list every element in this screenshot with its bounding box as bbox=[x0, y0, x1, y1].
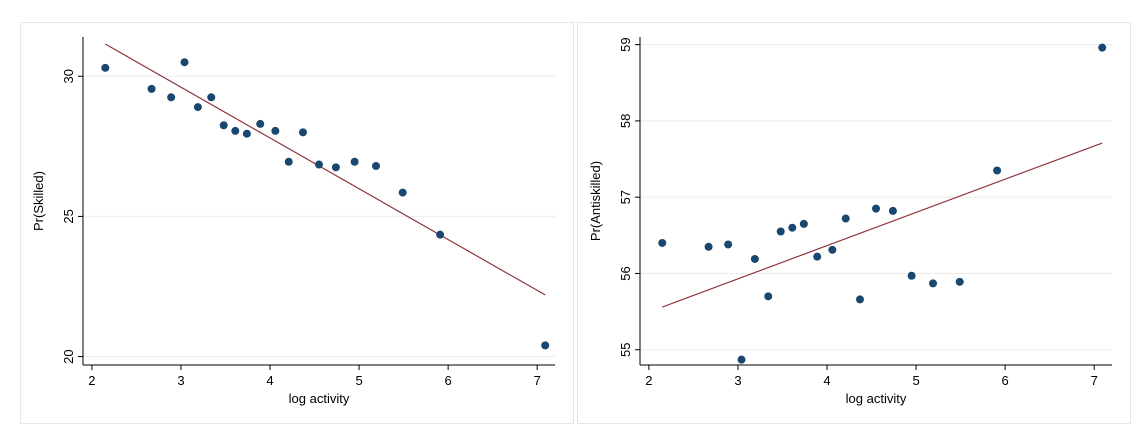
chart-0-point-15 bbox=[350, 157, 359, 166]
chart-1-x-tick-label-4: 6 bbox=[1002, 373, 1009, 388]
chart-0-point-6 bbox=[219, 121, 228, 130]
chart-0-point-12 bbox=[298, 128, 307, 137]
chart-1-point-16 bbox=[928, 279, 937, 288]
chart-0-point-7 bbox=[231, 126, 240, 135]
chart-0-x-tick-label-5: 7 bbox=[534, 373, 541, 388]
chart-0-point-9 bbox=[256, 119, 265, 128]
chart-1-y-tick-label-4: 59 bbox=[618, 37, 633, 51]
chart-1-point-4 bbox=[750, 254, 759, 263]
chart-1-y-tick-label-2: 57 bbox=[618, 190, 633, 204]
chart-0-y-tick-label-1: 25 bbox=[61, 209, 76, 223]
chart-0-fit-line bbox=[104, 43, 546, 296]
chart-1-point-2 bbox=[724, 240, 733, 249]
chart-1-point-11 bbox=[841, 214, 850, 223]
chart-0-y-axis-title: Pr(Skilled) bbox=[31, 171, 46, 231]
chart-1-point-10 bbox=[828, 245, 837, 254]
chart-0-x-tick-label-4: 6 bbox=[445, 373, 452, 388]
chart-1-point-3 bbox=[737, 355, 746, 364]
chart-0-point-3 bbox=[180, 58, 189, 67]
chart-0-point-10 bbox=[271, 126, 280, 135]
chart-1-x-tick-label-1: 3 bbox=[734, 373, 741, 388]
chart-0-point-1 bbox=[147, 84, 156, 93]
chart-1-x-tick-label-0: 2 bbox=[645, 373, 652, 388]
chart-0-x-tick-label-2: 4 bbox=[266, 373, 273, 388]
chart-0-point-8 bbox=[242, 129, 251, 138]
chart-1-point-18 bbox=[993, 166, 1002, 175]
chart-1-point-8 bbox=[799, 219, 808, 228]
chart-1-fit-line bbox=[662, 142, 1103, 308]
chart-1-x-axis-title: log activity bbox=[846, 391, 907, 406]
chart-panel-antiskilled: 2 3 4 5 6 7 55 56 57 58 59 log activity Pr(Antiskill… bbox=[577, 22, 1131, 424]
chart-0-point-11 bbox=[284, 157, 293, 166]
chart-1-x-tick-label-5: 7 bbox=[1091, 373, 1098, 388]
chart-0-x-axis-title: log activity bbox=[289, 391, 350, 406]
chart-0-point-4 bbox=[193, 103, 202, 112]
chart-1-x-tick-label-3: 5 bbox=[912, 373, 919, 388]
chart-0-point-14 bbox=[331, 163, 340, 172]
chart-0-point-17 bbox=[398, 188, 407, 197]
chart-1-point-17 bbox=[955, 277, 964, 286]
chart-1-point-0 bbox=[658, 238, 667, 247]
chart-0-point-0 bbox=[101, 63, 110, 72]
chart-0-x-tick-label-3: 5 bbox=[355, 373, 362, 388]
chart-0-point-19 bbox=[541, 341, 550, 350]
chart-0-y-tick-label-2: 30 bbox=[61, 69, 76, 83]
chart-1-point-7 bbox=[788, 223, 797, 232]
scatter-plot-skilled: 2 3 4 5 6 7 20 25 30 log activity Pr(Skilled) bbox=[31, 37, 555, 406]
chart-1-y-axis-title: Pr(Antiskilled) bbox=[588, 161, 603, 241]
chart-1-y-tick-label-0: 55 bbox=[618, 343, 633, 357]
chart-panel-skilled: 2 3 4 5 6 7 20 25 30 log activity Pr(Skilled) bbox=[20, 22, 574, 424]
chart-1-point-6 bbox=[776, 227, 785, 236]
chart-0-point-5 bbox=[207, 93, 216, 102]
chart-1-point-13 bbox=[872, 204, 880, 213]
chart-0-point-13 bbox=[315, 160, 323, 169]
chart-0-point-18 bbox=[436, 230, 445, 239]
chart-1-point-19 bbox=[1098, 43, 1107, 52]
chart-1-point-14 bbox=[888, 206, 897, 215]
chart-0-point-16 bbox=[371, 161, 380, 170]
chart-1-point-15 bbox=[907, 271, 916, 280]
chart-1-point-1 bbox=[704, 242, 713, 251]
chart-1-point-12 bbox=[855, 295, 864, 304]
chart-0-point-2 bbox=[167, 93, 176, 102]
chart-0-y-tick-label-0: 20 bbox=[61, 349, 76, 363]
chart-1-point-9 bbox=[813, 252, 822, 261]
chart-1-y-tick-label-3: 58 bbox=[618, 114, 633, 128]
chart-1-y-tick-label-1: 56 bbox=[618, 266, 633, 280]
chart-1-point-5 bbox=[764, 292, 773, 301]
chart-1-x-tick-label-2: 4 bbox=[823, 373, 830, 388]
chart-0-x-tick-label-0: 2 bbox=[88, 373, 95, 388]
chart-0-x-tick-label-1: 3 bbox=[177, 373, 184, 388]
